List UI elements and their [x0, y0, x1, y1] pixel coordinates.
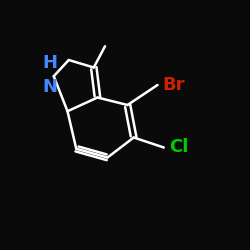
- Text: N: N: [42, 78, 58, 96]
- Text: Cl: Cl: [169, 138, 188, 156]
- Text: H: H: [42, 54, 58, 72]
- Text: Br: Br: [162, 76, 185, 94]
